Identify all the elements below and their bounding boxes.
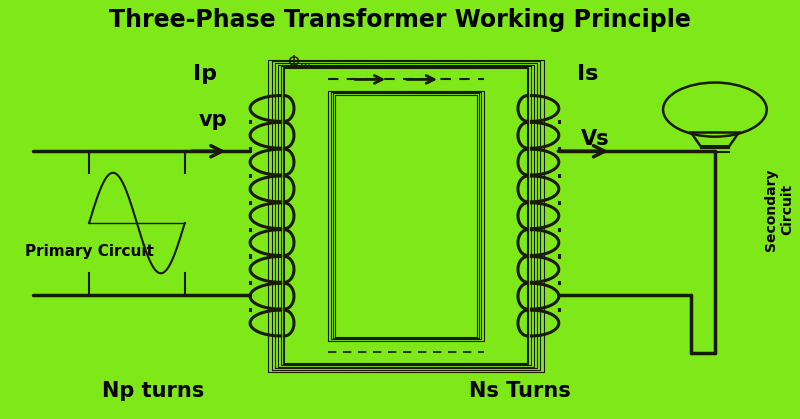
Text: Ns Turns: Ns Turns xyxy=(469,380,570,401)
Text: Three-Phase Transformer Working Principle: Three-Phase Transformer Working Principl… xyxy=(109,8,691,32)
Text: vp: vp xyxy=(198,110,227,130)
Text: Ip: Ip xyxy=(193,64,217,84)
Text: Is: Is xyxy=(577,64,598,84)
Text: $\Phi_m$: $\Phi_m$ xyxy=(286,53,310,72)
Text: Np turns: Np turns xyxy=(102,380,204,401)
Text: Secondary
Circuit: Secondary Circuit xyxy=(763,168,794,251)
Text: Vs: Vs xyxy=(581,129,610,149)
Text: Primary Circuit: Primary Circuit xyxy=(26,243,154,259)
